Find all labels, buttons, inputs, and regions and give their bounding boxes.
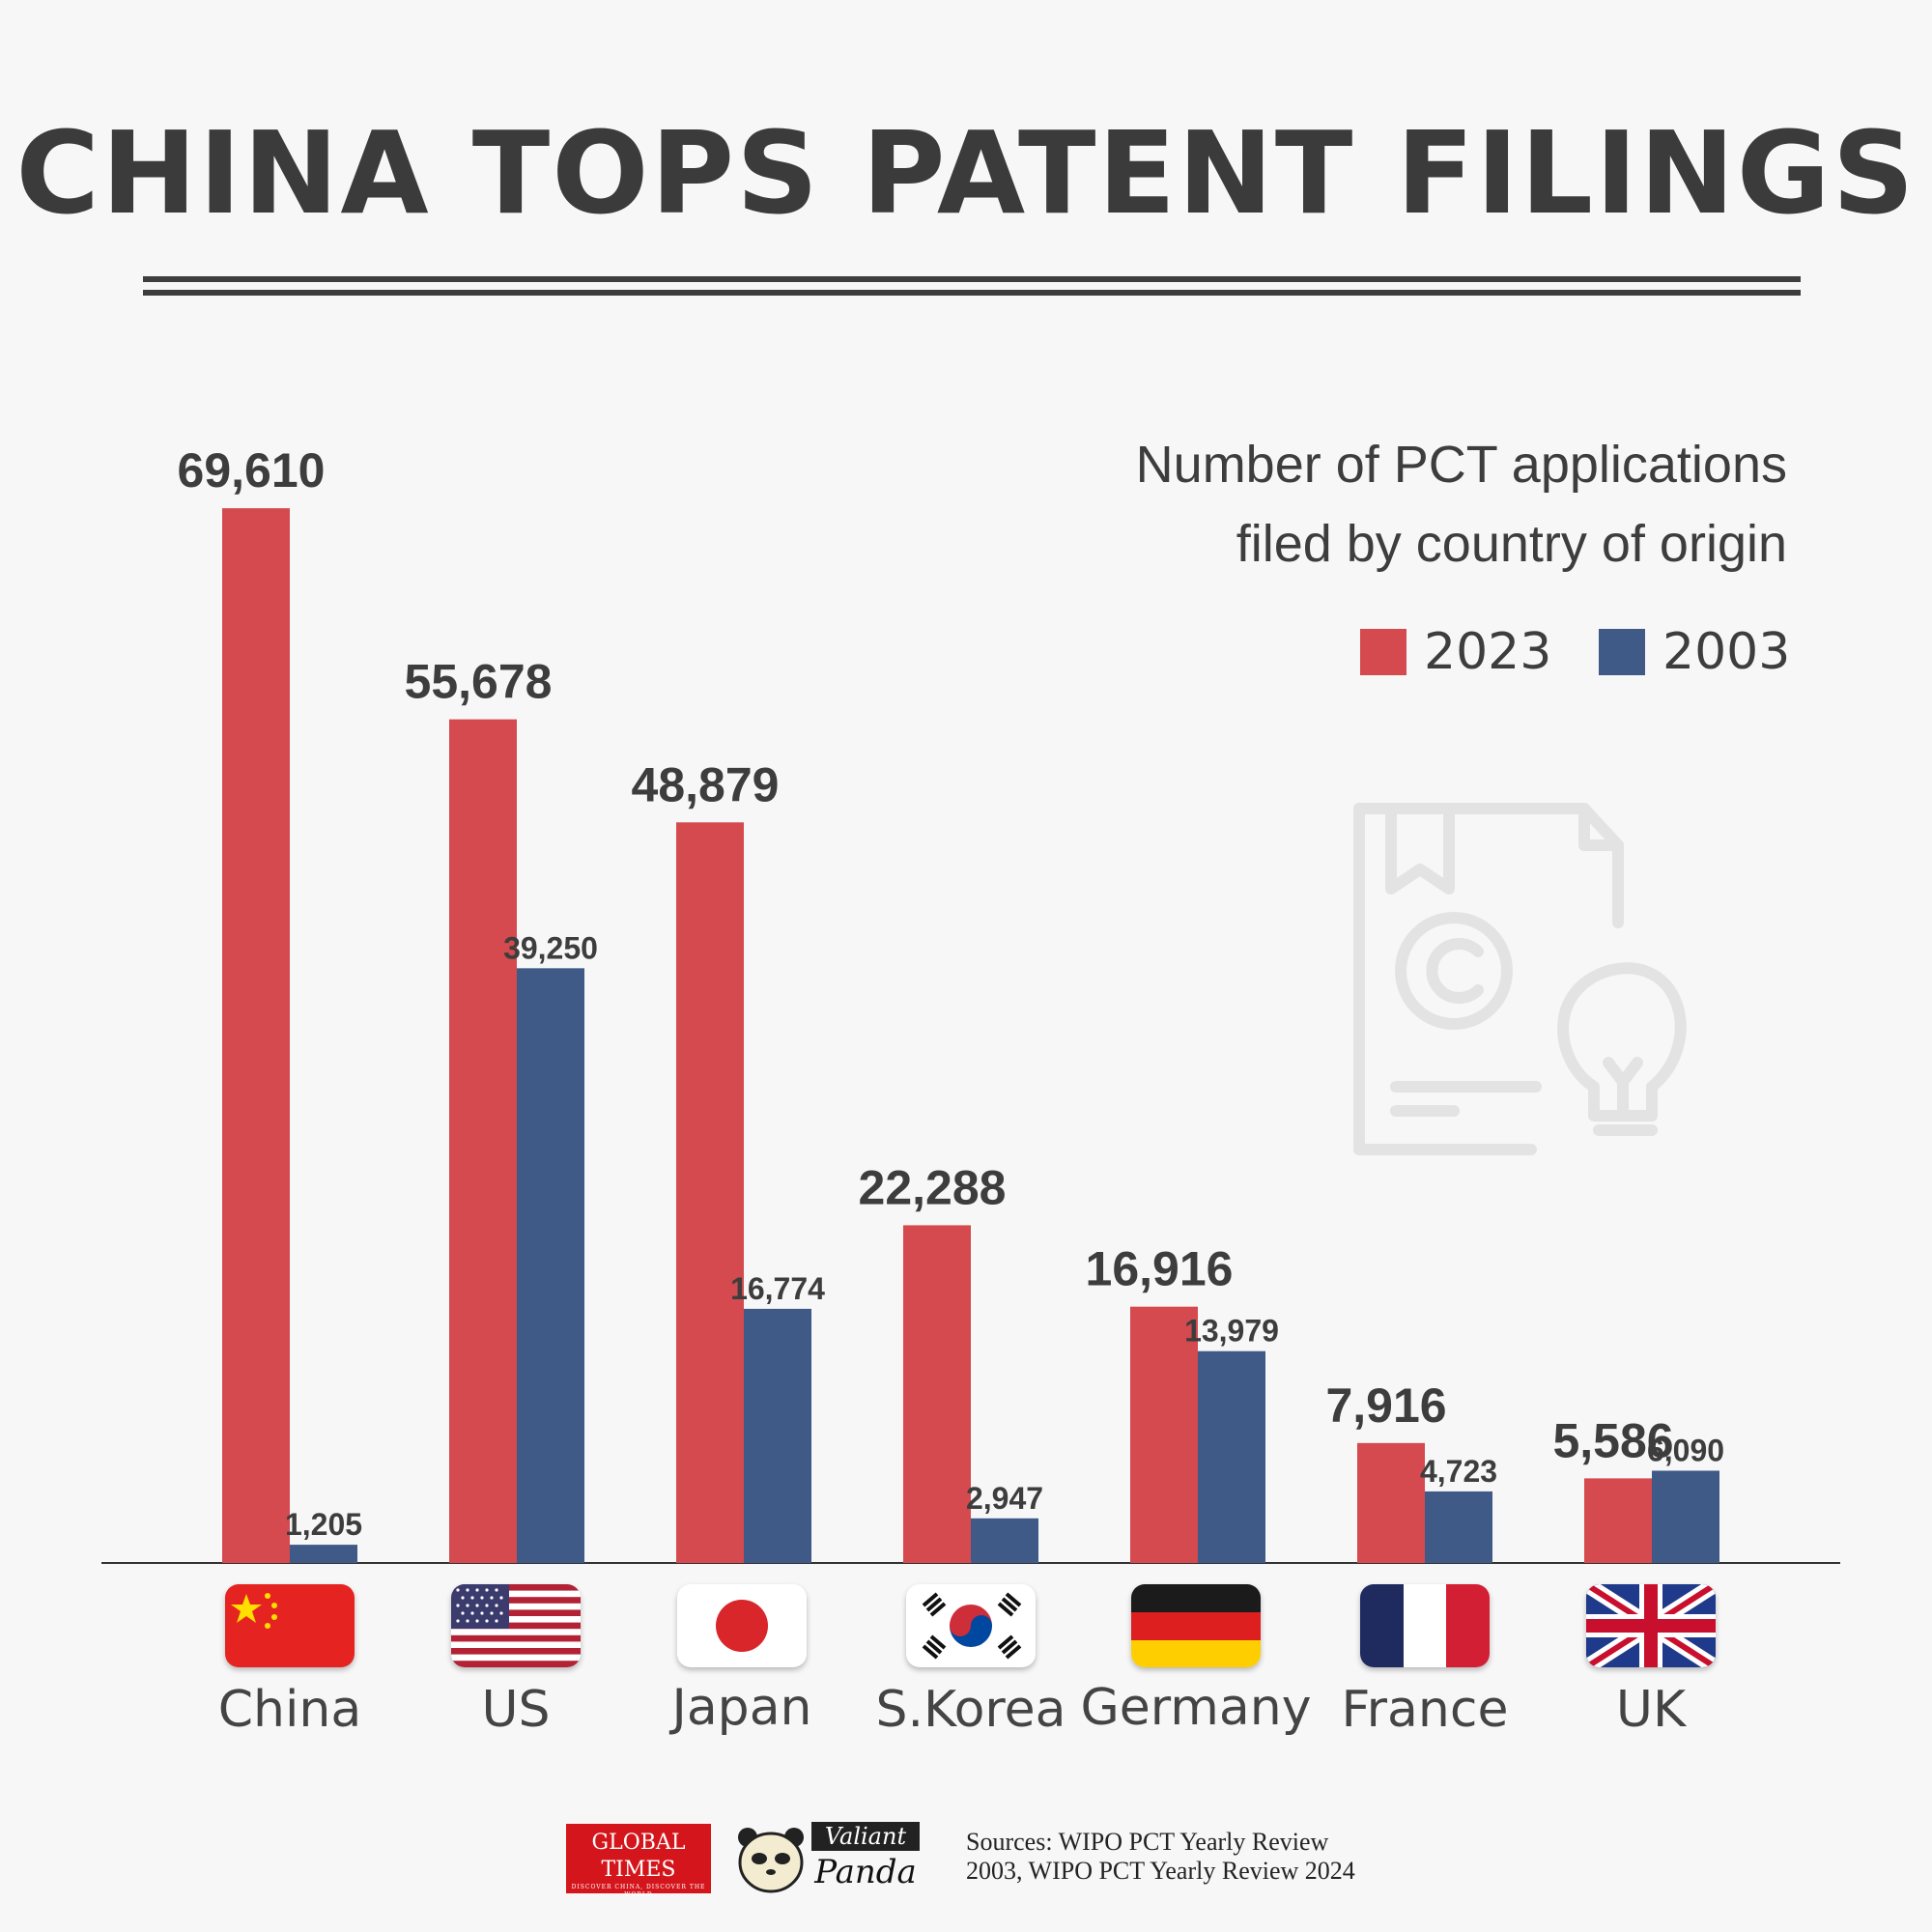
chart-subtitle-line-2: filed by country of origin	[1236, 515, 1787, 573]
title-rule-top	[143, 276, 1801, 282]
bar-france-2023	[1357, 1442, 1425, 1563]
china-flag-icon	[225, 1584, 355, 1667]
bar-uk-2003	[1652, 1470, 1719, 1563]
page-title: CHINA TOPS PATENT FILINGS	[15, 106, 1917, 240]
panda-icon	[738, 1828, 804, 1893]
country-label-s-korea: S.Korea	[875, 1681, 1066, 1739]
country-label-germany: Germany	[1080, 1679, 1312, 1737]
france-flag-icon	[1360, 1584, 1490, 1667]
data-label-china-2023: 69,610	[178, 443, 326, 497]
bar-japan-2003	[744, 1308, 811, 1563]
data-label-germany-2003: 13,979	[1184, 1314, 1279, 1349]
bar-germany-2023	[1130, 1306, 1198, 1563]
legend-swatch-2023	[1360, 629, 1406, 675]
data-label-uk-2023: 5,586	[1552, 1413, 1673, 1467]
global-times-logo-tagline: DISCOVER CHINA, DISCOVER THE WORLD	[571, 1884, 706, 1898]
bar-s-korea-2023	[903, 1225, 971, 1563]
valiant-panda-logo-line1: Valiant	[811, 1822, 920, 1851]
data-label-france-2023: 7,916	[1325, 1378, 1446, 1433]
country-label-us: US	[481, 1681, 551, 1739]
data-label-uk-2003: 6,090	[1647, 1433, 1724, 1467]
global-times-logo-line1: GLOBAL	[591, 1831, 686, 1855]
chart-subtitle: Number of PCT applications filed by coun…	[1136, 425, 1787, 583]
data-label-germany-2023: 16,916	[1086, 1242, 1234, 1296]
country-label-china: China	[217, 1681, 362, 1739]
data-label-japan-2003: 16,774	[730, 1271, 825, 1306]
country-label-uk: UK	[1615, 1681, 1687, 1739]
sources-line-2: 2003, WIPO PCT Yearly Review 2024	[966, 1857, 1355, 1885]
sources-note: Sources: WIPO PCT Yearly Review 2003, WI…	[966, 1828, 1468, 1886]
data-label-us-2023: 55,678	[405, 655, 553, 709]
chart-subtitle-line-1: Number of PCT applications	[1135, 436, 1787, 494]
data-label-us-2003: 39,250	[503, 930, 598, 965]
legend-label-2023: 2023	[1424, 623, 1552, 681]
valiant-panda-logo-line2: Panda	[814, 1853, 917, 1891]
data-label-china-2003: 1,205	[285, 1507, 362, 1542]
global-times-logo: GLOBAL TIMES DISCOVER CHINA, DISCOVER TH…	[566, 1824, 711, 1898]
country-label-france: France	[1341, 1681, 1509, 1739]
bar-germany-2003	[1198, 1350, 1265, 1563]
sources-line-1: Sources: WIPO PCT Yearly Review	[966, 1828, 1329, 1856]
country-label-japan: Japan	[671, 1679, 812, 1737]
data-label-france-2003: 4,723	[1420, 1454, 1497, 1489]
japan-flag-icon	[677, 1584, 807, 1667]
valiant-panda-logo: Valiant Panda	[734, 1822, 927, 1897]
data-label-s-korea-2003: 2,947	[966, 1481, 1043, 1516]
legend-item-2023: 2023	[1360, 623, 1551, 681]
data-label-s-korea-2023: 22,288	[859, 1160, 1007, 1214]
south-korea-flag-icon	[906, 1584, 1036, 1667]
legend-item-2003: 2003	[1599, 623, 1790, 681]
germany-flag-icon	[1131, 1584, 1261, 1667]
legend-label-2003: 2003	[1662, 623, 1791, 681]
patent-document-icon	[1353, 803, 1687, 1155]
bar-uk-2023	[1584, 1478, 1652, 1563]
bar-china-2003	[290, 1545, 357, 1563]
bar-france-2003	[1425, 1491, 1492, 1563]
bar-s-korea-2003	[971, 1518, 1038, 1563]
uk-flag-icon	[1586, 1584, 1716, 1667]
bar-japan-2023	[676, 822, 744, 1563]
bar-us-2003	[517, 968, 584, 1563]
title-rule-bottom	[143, 290, 1801, 296]
global-times-logo-line2: TIMES	[601, 1858, 676, 1882]
us-flag-icon	[451, 1584, 581, 1667]
bar-us-2023	[449, 719, 517, 1563]
bar-china-2023	[222, 508, 290, 1563]
data-label-japan-2023: 48,879	[632, 757, 780, 811]
legend-swatch-2003	[1599, 629, 1645, 675]
